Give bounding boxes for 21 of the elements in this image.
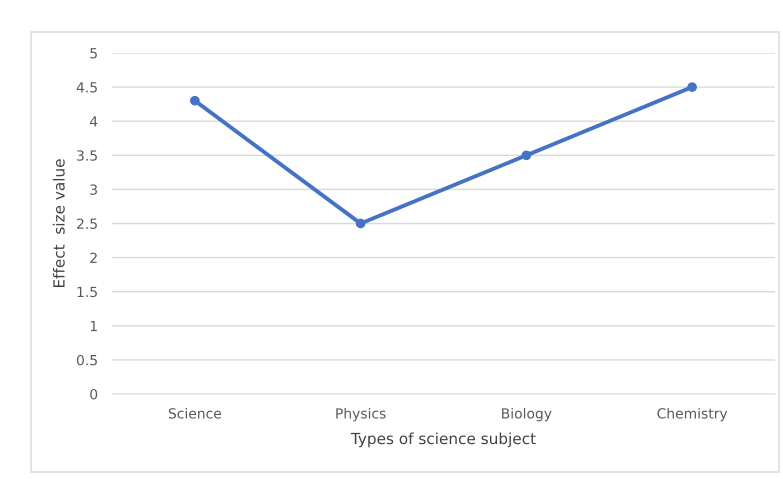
y-tick-label: 0: [90, 388, 98, 400]
point: [190, 96, 200, 106]
y-tick-label: 1: [90, 320, 97, 332]
x-tick-label: Chemistry: [657, 408, 728, 422]
x-tick-label: Physics: [336, 408, 386, 422]
y-tick-label: 5: [90, 48, 97, 58]
y-tick-label: 2.5: [77, 218, 97, 229]
x-tick-label: Science: [168, 408, 222, 419]
y-tick-label: 3.5: [77, 150, 97, 161]
point: [356, 218, 366, 228]
y-tick-label: 1.5: [78, 286, 97, 298]
point: [522, 150, 532, 160]
y-tick-label: 4: [90, 116, 98, 126]
x-tick-label: Biology: [502, 408, 552, 422]
y-tick-label: 2: [90, 252, 97, 263]
y-tick-label: 3: [90, 184, 97, 195]
point: [687, 82, 697, 92]
x-axis-title: Types of science subject: [350, 432, 536, 448]
y-tick-label: 0.5: [76, 354, 97, 366]
y-tick-label: 4.5: [76, 82, 97, 93]
y-axis-title: Effect size value: [52, 159, 65, 288]
